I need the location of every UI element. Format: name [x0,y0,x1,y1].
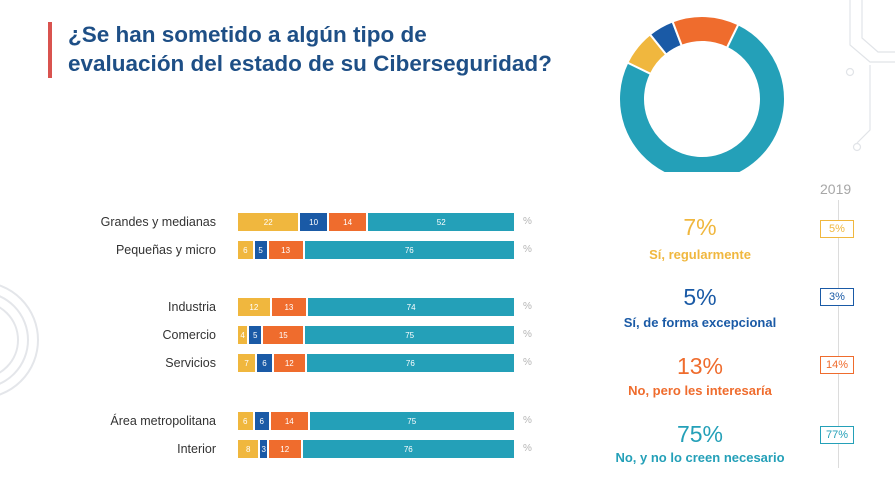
bar-segment: 74 [308,298,514,316]
bar-segment: 76 [306,354,514,372]
year-divider [838,200,839,468]
percent-unit: % [523,244,532,255]
row-label-servicios: Servicios [165,356,216,370]
bar-segment: 76 [302,440,514,458]
percent-unit: % [523,301,532,312]
bar-segment: 14 [271,412,308,430]
bar-grandes-y-medianas: 22 10 14 52 [238,213,516,231]
bar-industria: 12 13 74 [238,298,516,316]
percent-unit: % [523,415,532,426]
legend-value: 75% [676,421,724,447]
bar-segment: 6 [238,412,253,430]
bar-segment: 5 [254,241,267,259]
bar-segment: 8 [238,440,259,458]
bar-segment: 15 [263,326,304,344]
bar-segment: 12 [273,354,305,372]
bar-pequenas-y-micro: 6 5 13 76 [238,241,516,259]
previous-year-value: 77% [820,426,854,444]
bar-segment: 4 [238,326,248,344]
title-accent-bar [48,22,52,78]
bar-segment: 6 [238,241,253,259]
bar-segment: 13 [271,298,307,316]
bar-segment: 75 [305,326,514,344]
legend-value: 7% [683,214,717,240]
percent-unit: % [523,329,532,340]
legend-value: 13% [676,353,724,379]
legend-label: No, y no lo creen necesario [615,450,785,465]
year-label: 2019 [820,181,852,197]
row-label-area-metropolitana: Área metropolitana [110,414,216,428]
legend-label: Sí, de forma excepcional [623,315,777,330]
bar-segment: 5 [249,326,262,344]
bar-segment: 75 [309,412,514,430]
legend-value: 5% [683,284,717,310]
row-label-comercio: Comercio [162,328,217,342]
bar-segment: 6 [257,354,272,372]
bar-segment: 14 [328,213,367,231]
page-title: ¿Se han sometido a algún tipo de evaluac… [68,20,588,78]
bar-segment: 7 [238,354,256,372]
bar-segment: 22 [238,213,299,231]
bar-comercio: 4 5 15 75 [238,326,516,344]
row-label-interior: Interior [177,442,216,456]
previous-year-value: 3% [820,288,854,306]
percent-unit: % [523,216,532,227]
bar-segment: 6 [254,412,269,430]
row-label-grandes-y-medianas: Grandes y medianas [100,215,216,229]
bar-segment: 3 [260,440,267,458]
title-line-1: ¿Se han sometido a algún tipo de [68,22,427,47]
title-line-2: evaluación del estado de su Cibersegurid… [68,51,552,76]
bar-interior: 8 3 12 76 [238,440,516,458]
donut-chart [618,15,786,172]
row-label-industria: Industria [168,300,216,314]
bar-servicios: 7 6 12 76 [238,354,516,372]
bar-segment: 76 [304,241,514,259]
row-label-pequenas-y-micro: Pequeñas y micro [115,243,216,257]
percent-unit: % [523,443,532,454]
bar-segment: 12 [238,298,270,316]
bar-segment: 13 [268,241,303,259]
previous-year-value: 14% [820,356,854,374]
legend-label: No, pero les interesaría [628,383,772,398]
donut-slice [618,23,786,172]
bar-segment: 12 [268,440,301,458]
bar-segment: 10 [300,213,327,231]
bar-area-metropolitana: 6 6 14 75 [238,412,516,430]
legend-label: Sí, regularmente [649,247,751,262]
previous-year-value: 5% [820,220,854,238]
percent-unit: % [523,357,532,368]
bar-segment: 52 [368,213,514,231]
